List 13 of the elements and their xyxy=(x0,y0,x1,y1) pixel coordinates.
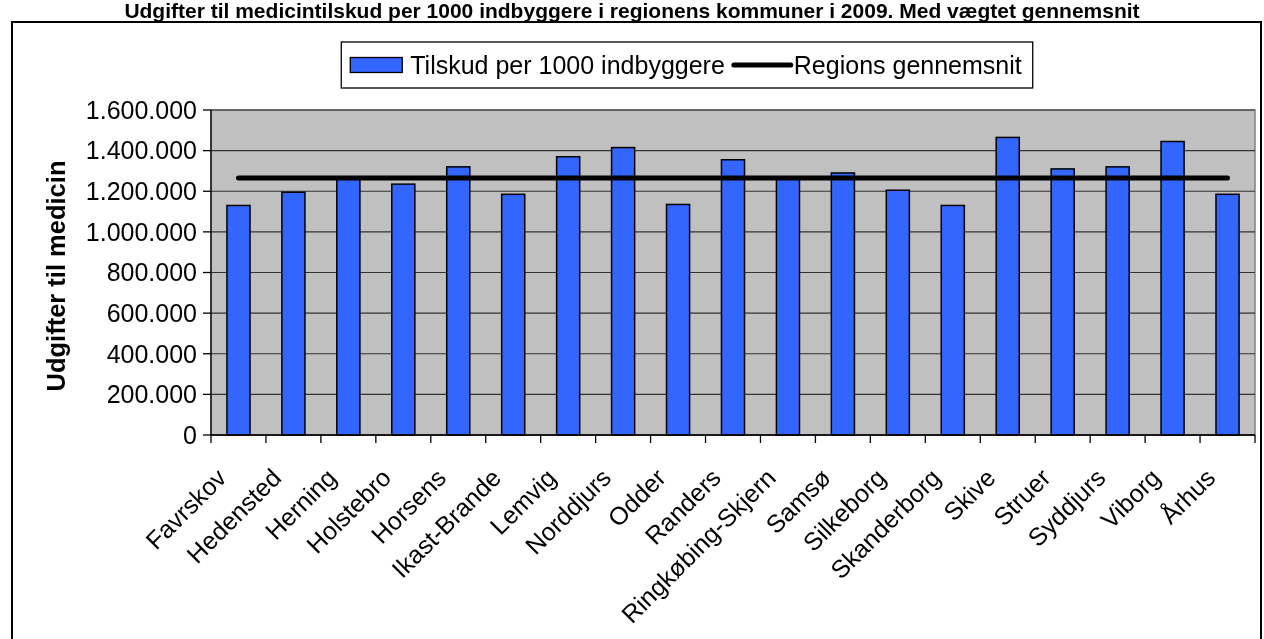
legend-label: Tilskud per 1000 indbyggere xyxy=(410,50,725,79)
y-tick-label: 800.000 xyxy=(106,258,197,287)
y-tick-label: 0 xyxy=(183,420,197,449)
chart-title: Udgifter til medicintilskud per 1000 indbyggere i regionens kommuner i 2009. Med vægtet gennemsnit xyxy=(124,0,1140,22)
y-tick-label: 400.000 xyxy=(106,339,197,368)
y-tick-label: 1.200.000 xyxy=(85,177,197,205)
y-tick-label: 1.000.000 xyxy=(85,217,197,246)
y-tick-label: 600.000 xyxy=(106,298,197,327)
y-axis-title: Udgifter til medicin xyxy=(42,160,70,392)
y-tick-label: 1.600.000 xyxy=(85,95,197,124)
y-tick-label: 200.000 xyxy=(106,380,197,409)
legend-label: Regions gennemsnit xyxy=(793,50,1022,79)
y-tick-label: 1.400.000 xyxy=(85,136,197,165)
